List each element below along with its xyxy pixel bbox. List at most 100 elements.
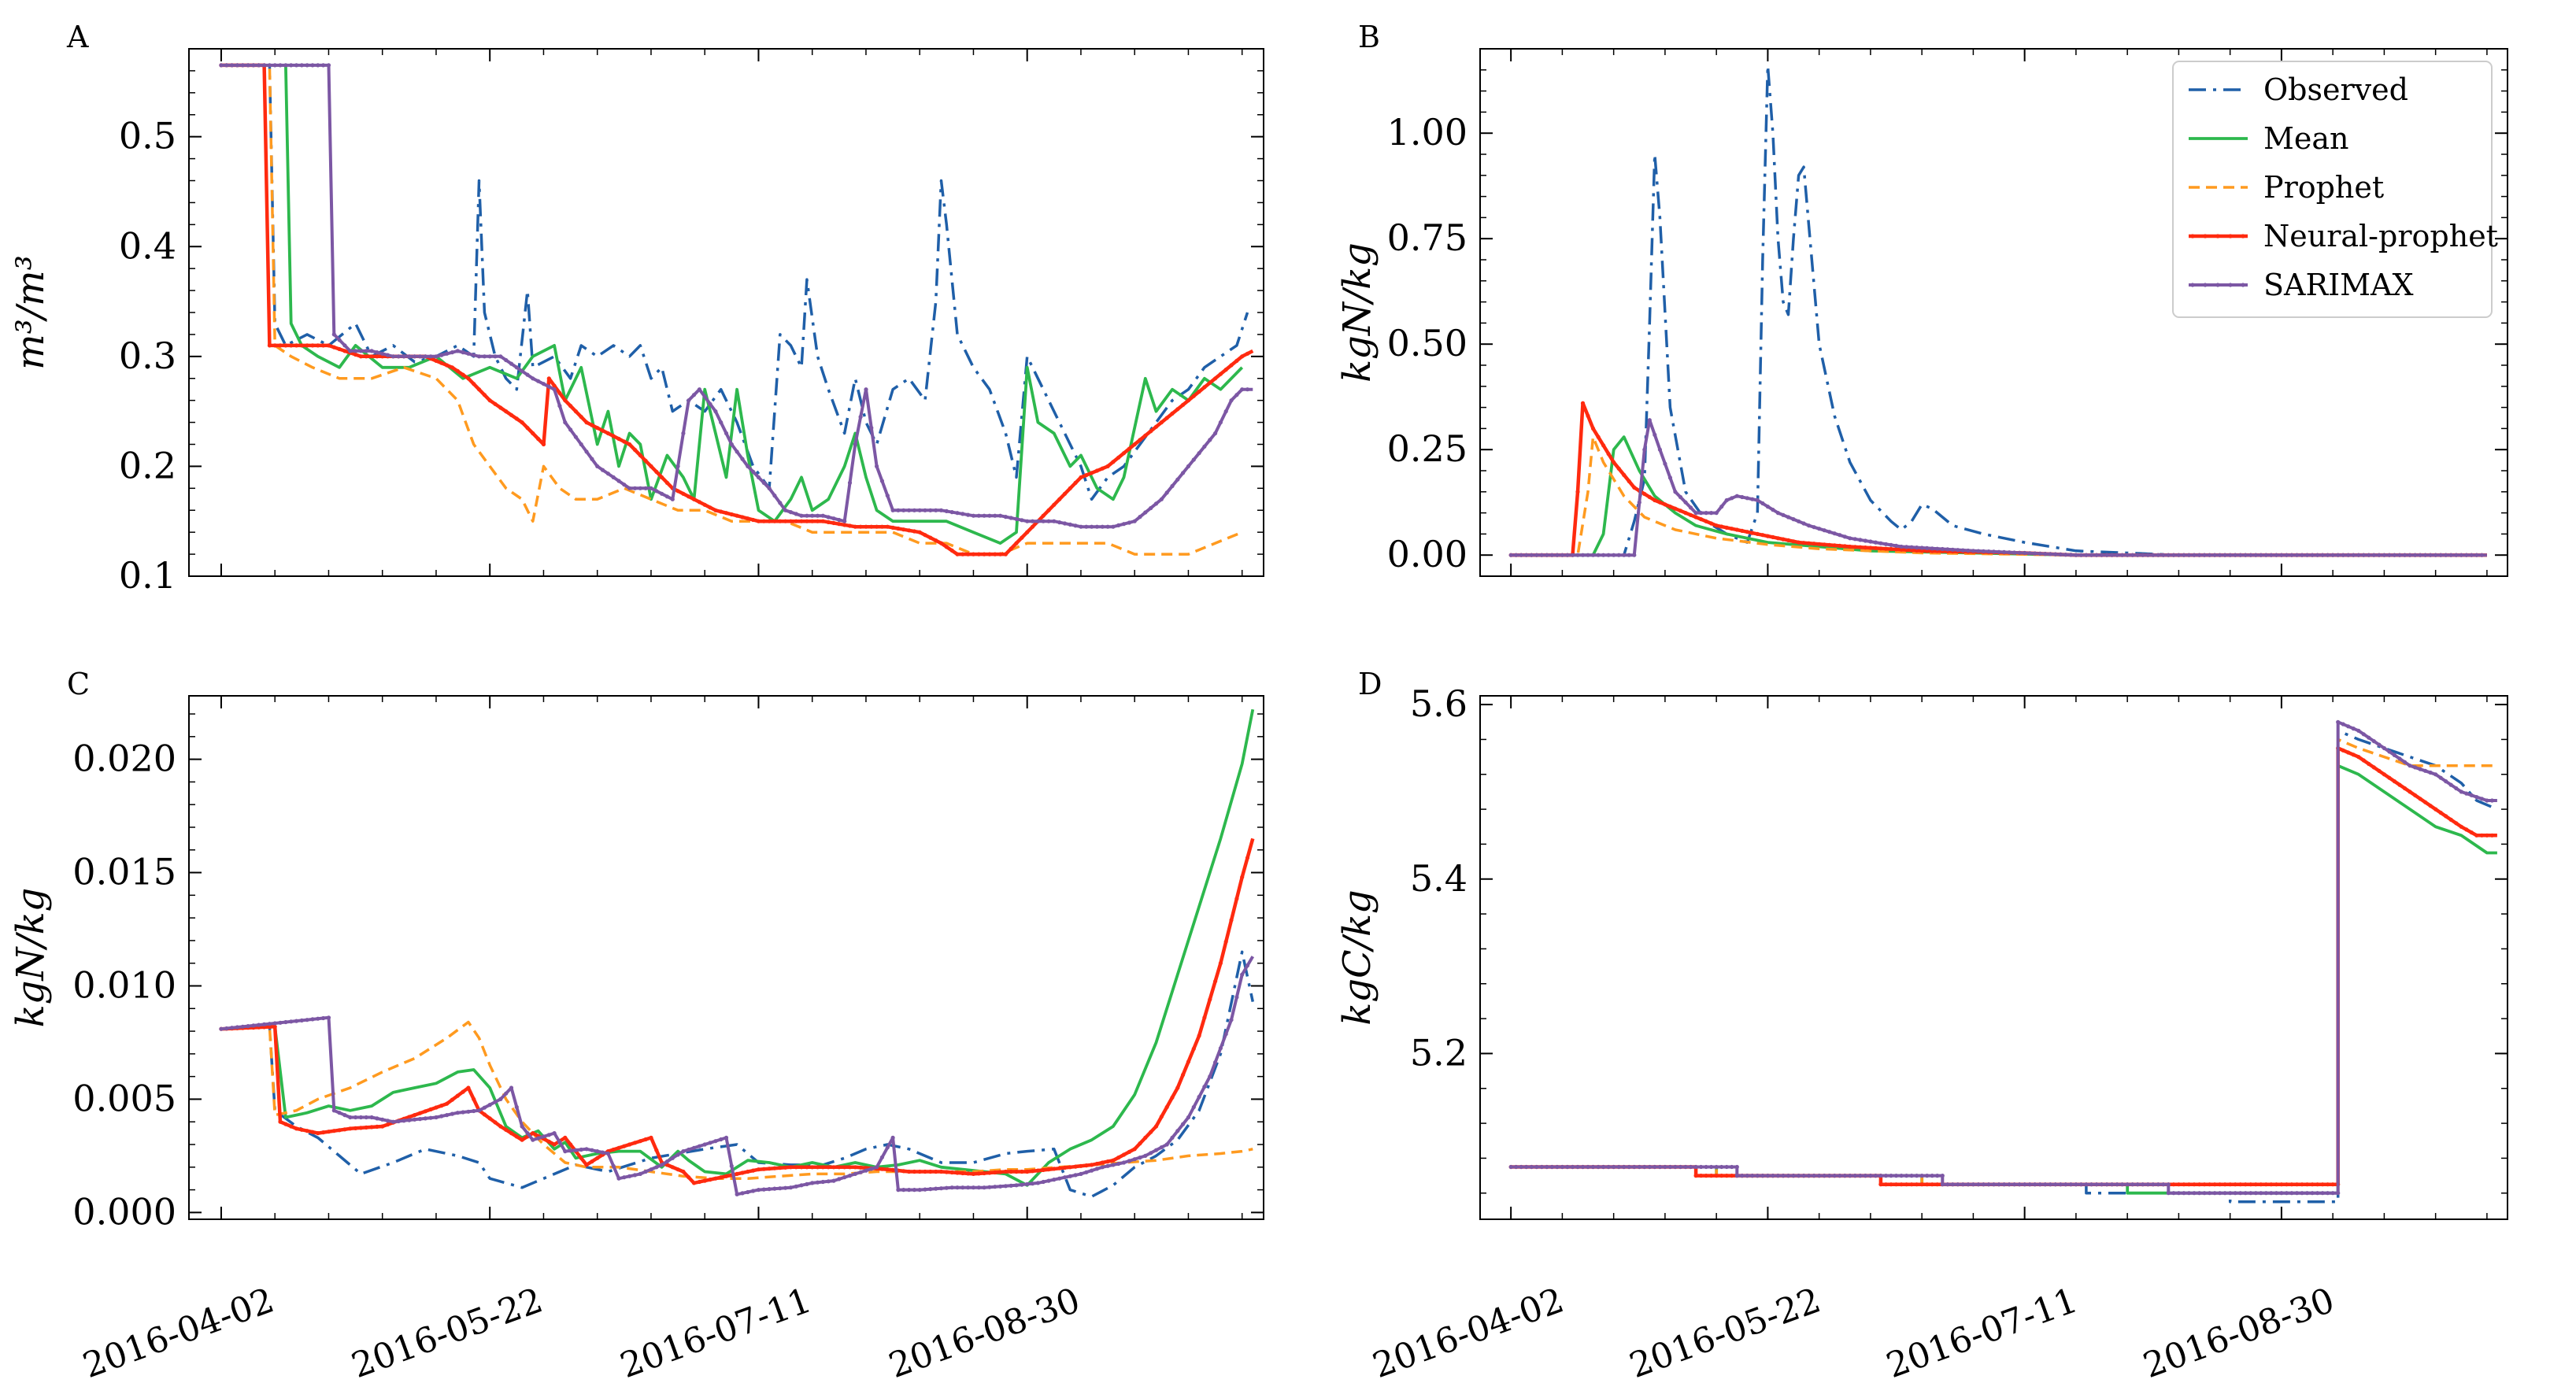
series-marker-neural: [563, 398, 568, 403]
series-marker-neural: [310, 1130, 315, 1134]
series-marker-sarimax: [826, 515, 831, 520]
series-marker-neural: [890, 1167, 895, 1172]
series-markers-neural: [1508, 745, 2494, 1187]
series-marker-sarimax: [1647, 418, 1652, 423]
series-marker-sarimax: [1208, 438, 1212, 442]
series-marker-sarimax: [1197, 451, 1201, 456]
series-marker-sarimax: [993, 513, 997, 518]
series-marker-sarimax: [294, 63, 299, 68]
series-marker-neural: [450, 365, 455, 370]
series-marker-sarimax: [493, 1100, 498, 1104]
series-marker-sarimax: [616, 1176, 621, 1181]
series-marker-neural: [616, 1145, 621, 1150]
series-marker-sarimax: [1143, 1153, 1148, 1158]
series-marker-neural: [1673, 506, 1678, 511]
series-marker-sarimax: [2259, 553, 2263, 557]
series-marker-sarimax: [1940, 546, 1945, 552]
series-marker-sarimax: [568, 1148, 573, 1153]
series-line-neural: [1511, 401, 2487, 557]
series-marker-sarimax: [853, 442, 857, 447]
series-marker-sarimax: [993, 1185, 997, 1189]
series-marker-sarimax: [2058, 552, 2063, 557]
series-marker-sarimax: [353, 349, 358, 353]
series-line-neural: [220, 63, 1254, 557]
series-marker-neural: [353, 352, 358, 357]
series-marker-sarimax: [632, 486, 638, 490]
series-marker-sarimax: [407, 1118, 412, 1122]
series-marker-sarimax: [337, 1111, 342, 1115]
series-marker-sarimax: [907, 1188, 912, 1193]
series-marker-sarimax: [2397, 553, 2402, 557]
series-marker-neural: [949, 548, 954, 553]
series-marker-neural: [664, 480, 670, 486]
series-marker-sarimax: [879, 1155, 884, 1159]
series-marker-neural: [1138, 438, 1142, 442]
series-marker-sarimax: [2192, 553, 2197, 557]
series-line-neural: [1511, 746, 2497, 1186]
series-marker-sarimax: [987, 1185, 992, 1189]
series-marker-sarimax: [423, 1116, 427, 1121]
series-marker-neural: [756, 1167, 761, 1172]
series-marker-sarimax: [2125, 1182, 2130, 1187]
legend-label: Observed: [2263, 72, 2408, 107]
series-marker-sarimax: [1529, 1164, 1534, 1170]
series-marker-neural: [681, 491, 686, 496]
series-marker-sarimax: [1616, 1164, 1621, 1170]
series-marker-sarimax: [2063, 1182, 2068, 1187]
series-marker-neural: [2176, 1182, 2181, 1187]
series-marker-neural: [369, 354, 374, 359]
legend-item-sarimax: SARIMAX: [2189, 268, 2414, 302]
series-marker-neural: [472, 382, 476, 386]
x-tick-label: 2016-07-11: [1882, 1280, 2083, 1383]
series-marker-sarimax: [2171, 553, 2176, 557]
series-marker-sarimax: [1950, 1182, 1955, 1187]
series-marker-neural: [568, 1142, 573, 1147]
series-marker-sarimax: [413, 354, 417, 359]
series-marker-neural: [675, 489, 680, 494]
series-marker-sarimax: [342, 343, 347, 348]
series-marker-neural: [879, 524, 884, 529]
series-marker-neural: [482, 1112, 487, 1117]
series-marker-neural: [1606, 452, 1611, 457]
series-marker-sarimax: [2289, 553, 2294, 557]
series-marker-sarimax: [864, 387, 868, 392]
series-marker-sarimax: [461, 350, 465, 355]
series-marker-sarimax: [396, 1119, 401, 1124]
series-marker-sarimax: [390, 354, 395, 359]
series-marker-sarimax: [2202, 553, 2207, 557]
series-marker-sarimax: [1519, 553, 1523, 557]
series-marker-neural: [1041, 1167, 1046, 1172]
series-marker-neural: [1218, 372, 1223, 376]
series-marker-sarimax: [1734, 1164, 1739, 1170]
series-marker-sarimax: [1719, 1164, 1724, 1170]
series-marker-neural: [1909, 548, 1914, 553]
series-marker-sarimax: [1612, 1164, 1616, 1170]
series-marker-neural: [584, 420, 589, 425]
series-marker-sarimax: [2341, 553, 2345, 557]
series-marker-neural: [579, 1156, 583, 1160]
series-marker-sarimax: [2459, 789, 2463, 794]
series-marker-neural: [643, 458, 648, 464]
series-marker-neural: [960, 552, 965, 557]
series-marker-neural: [358, 1126, 363, 1130]
series-marker-neural: [611, 1147, 616, 1152]
series-marker-neural: [1642, 491, 1647, 497]
series-marker-neural: [1149, 1130, 1153, 1134]
series-marker-sarimax: [783, 508, 788, 512]
series-marker-sarimax: [2454, 553, 2459, 557]
series-marker-sarimax: [1539, 553, 1544, 557]
series-marker-neural: [917, 530, 922, 534]
series-marker-sarimax: [2259, 1191, 2263, 1196]
series-marker-neural: [864, 524, 868, 529]
series-marker-neural: [2253, 1182, 2258, 1187]
series-marker-neural: [326, 1130, 331, 1134]
series-marker-sarimax: [670, 497, 675, 501]
series-marker-neural: [2351, 753, 2356, 757]
series-marker-neural: [794, 519, 798, 523]
series-marker-neural: [1771, 534, 1775, 540]
series-marker-sarimax: [1673, 1164, 1678, 1170]
series-marker-sarimax: [1062, 521, 1068, 526]
series-marker-neural: [1127, 1149, 1131, 1154]
series-marker-sarimax: [2078, 553, 2083, 557]
series-marker-neural: [1030, 1169, 1035, 1174]
